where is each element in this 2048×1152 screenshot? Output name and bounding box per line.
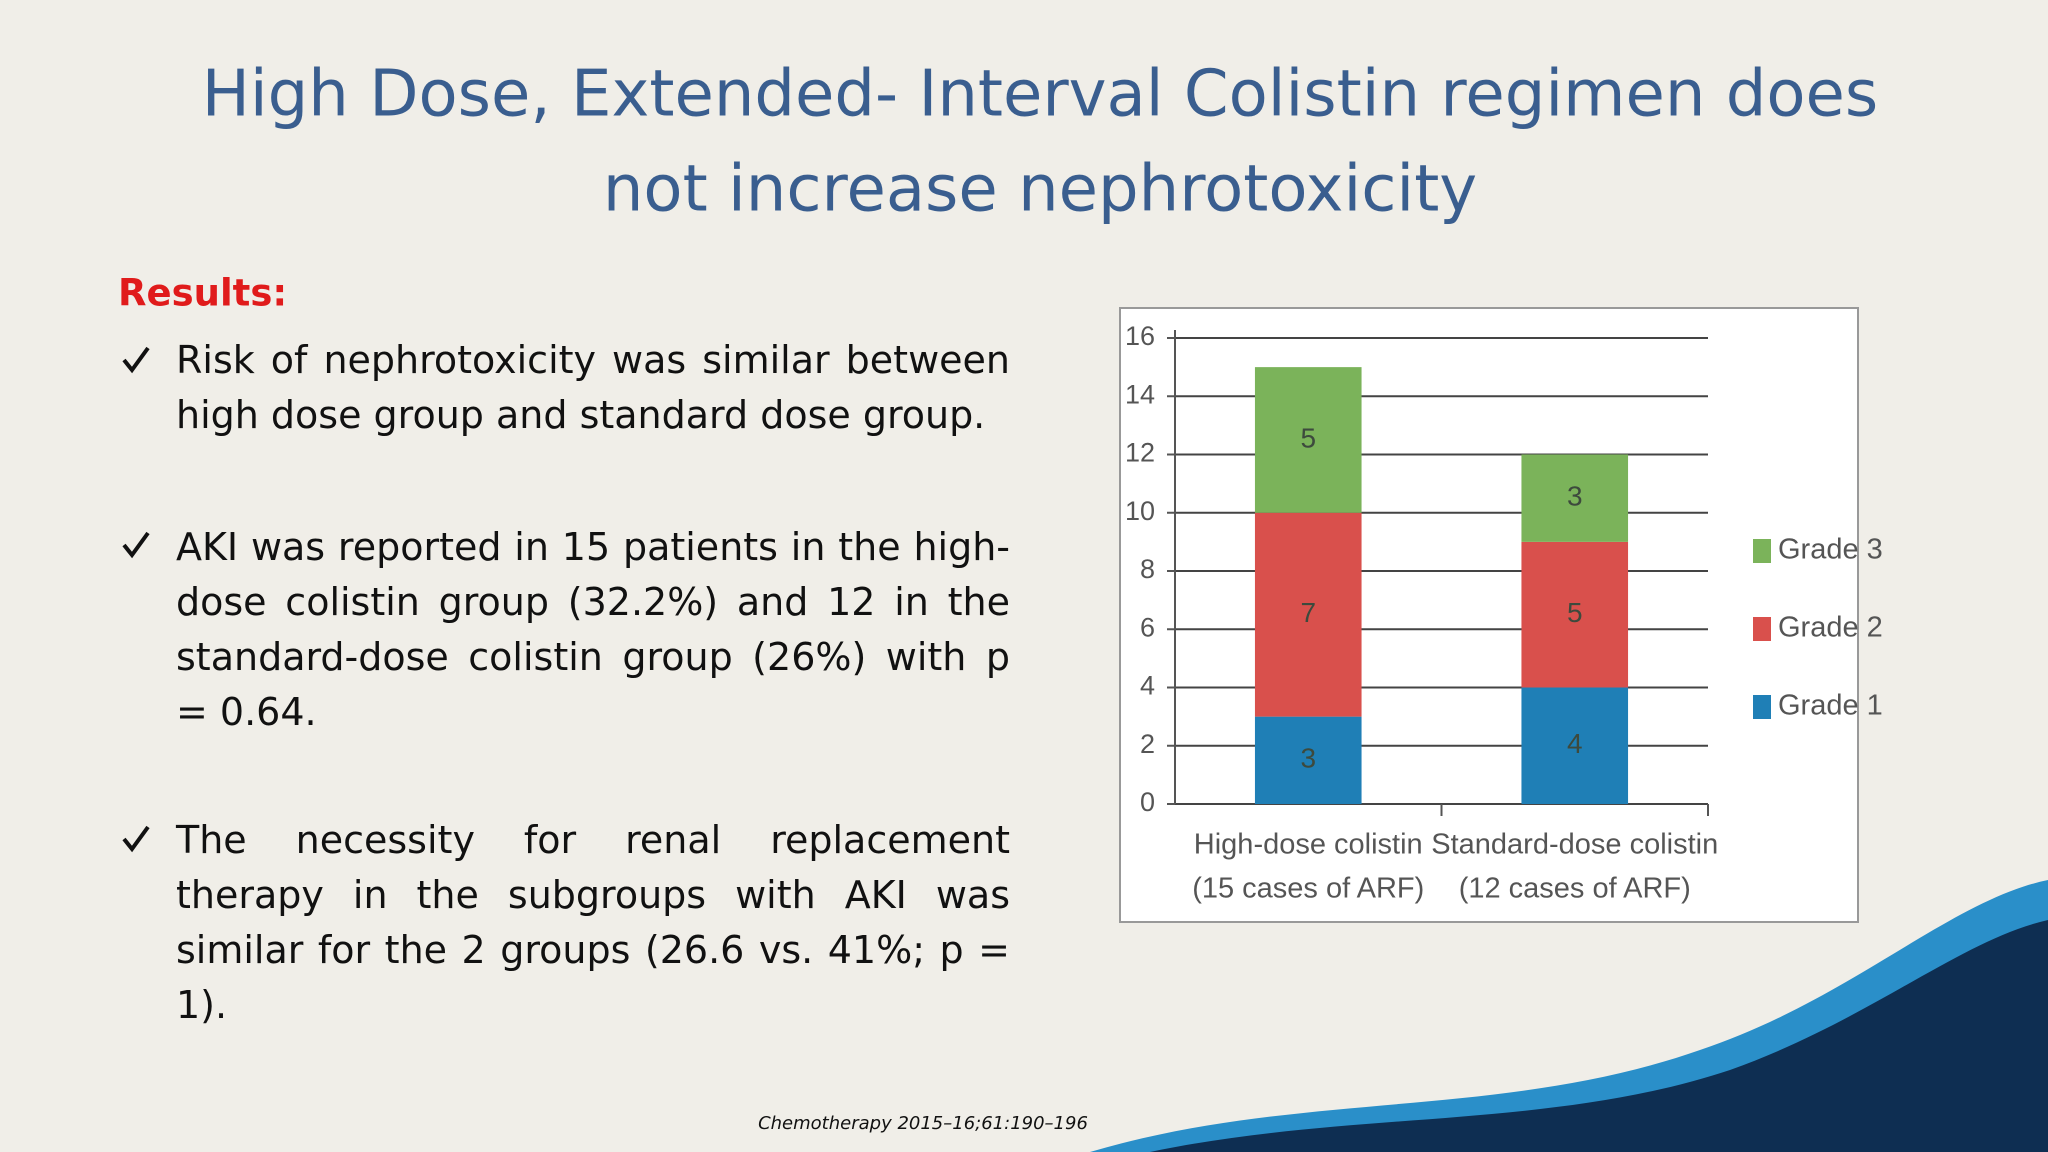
check-icon xyxy=(122,346,150,374)
chart-frame xyxy=(1119,307,1859,923)
y-tick-label: 12 xyxy=(1125,438,1155,468)
chart: 0 2 4 6 8 10 12 14 16 High-dose colistin (15 cases… xyxy=(1125,321,1883,905)
bar-segment xyxy=(1521,541,1629,688)
bar-segment xyxy=(1521,454,1629,542)
data-label: 5 xyxy=(1567,597,1583,628)
bullet-text: Risk of nephrotoxicity was similar betwe… xyxy=(176,338,1010,437)
legend-label: Grade 3 xyxy=(1778,534,1883,566)
bar-segment xyxy=(1521,687,1629,804)
bar-segment xyxy=(1254,367,1362,513)
y-tick-label: 2 xyxy=(1140,729,1155,759)
y-tick-label: 14 xyxy=(1125,379,1155,409)
check-icon xyxy=(122,825,150,853)
slide-title: High Dose, Extended- Interval Colistin r… xyxy=(202,58,1878,132)
x-tick-label: (15 cases of ARF) xyxy=(1192,873,1424,905)
data-label: 3 xyxy=(1567,481,1583,512)
y-tick-label: 0 xyxy=(1140,787,1155,817)
data-label: 4 xyxy=(1567,728,1583,759)
y-tick-label: 4 xyxy=(1140,671,1155,701)
data-label: 3 xyxy=(1300,743,1316,774)
data-label: 7 xyxy=(1300,597,1316,628)
x-tick-label: Standard-dose colistin xyxy=(1431,829,1718,861)
legend-swatch xyxy=(1753,617,1771,641)
check-icon xyxy=(122,531,150,559)
data-label: 5 xyxy=(1300,422,1316,453)
bullet-text: The necessity for renal replacement ther… xyxy=(176,818,1010,1027)
legend-label: Grade 1 xyxy=(1778,690,1883,722)
wave-dark xyxy=(1150,920,2048,1152)
citation: Chemotherapy 2015–16;61:190–196 xyxy=(758,1113,1088,1134)
x-tick-label: (12 cases of ARF) xyxy=(1459,873,1691,905)
legend-swatch xyxy=(1753,695,1771,719)
legend-label: Grade 2 xyxy=(1778,612,1883,644)
results-label: Results: xyxy=(118,272,287,315)
x-tick-label: High-dose colistin xyxy=(1194,829,1423,861)
bar-segment xyxy=(1254,716,1362,804)
y-tick-label: 6 xyxy=(1140,612,1155,642)
y-tick-label: 16 xyxy=(1125,321,1155,351)
slide-title: not increase nephrotoxicity xyxy=(603,153,1477,227)
bar-segment xyxy=(1254,512,1362,717)
legend-swatch xyxy=(1753,539,1771,563)
y-tick-label: 10 xyxy=(1125,496,1155,526)
y-tick-label: 8 xyxy=(1140,554,1155,584)
bullet-text: AKI was reported in 15 patients in the h… xyxy=(176,525,1010,734)
